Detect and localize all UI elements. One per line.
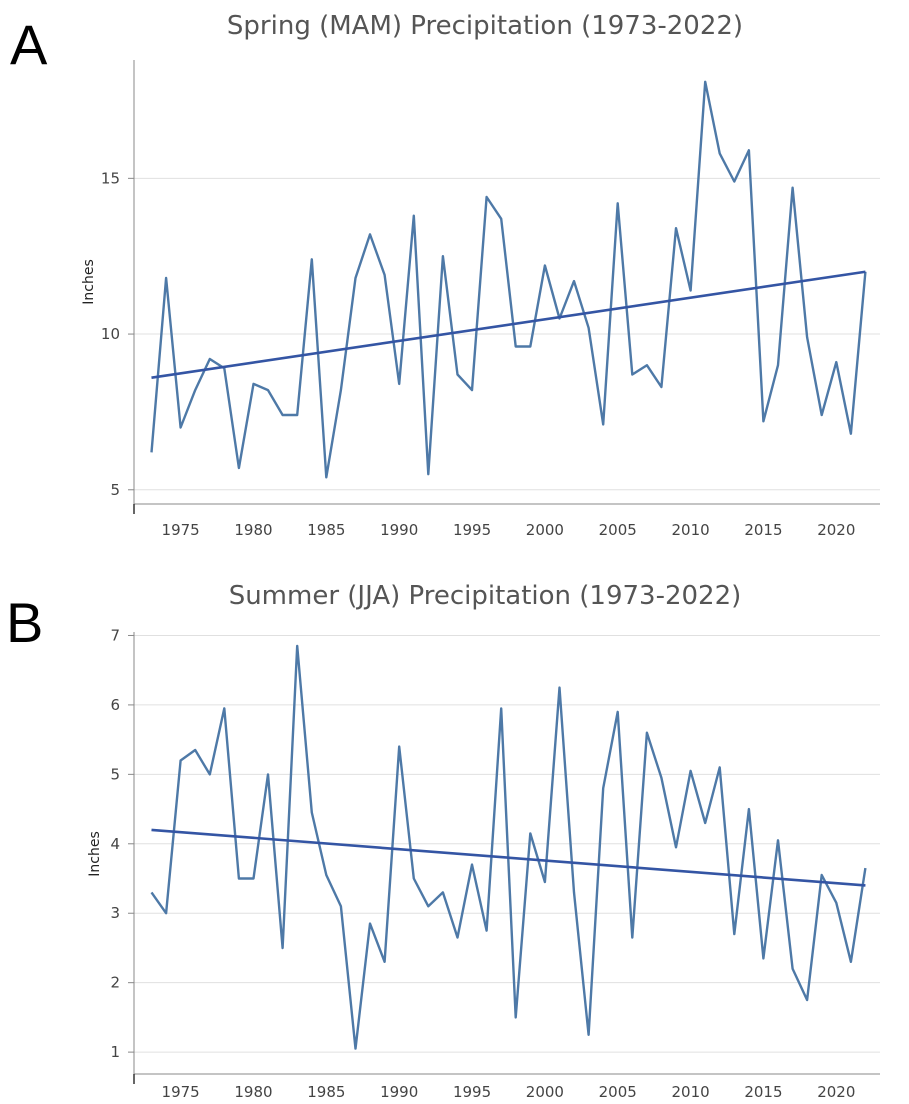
x-tick-label: 2020 — [817, 1083, 855, 1101]
x-tick-label: 2010 — [671, 1083, 709, 1101]
trendline — [151, 270, 866, 379]
x-tick-label: 2000 — [526, 521, 564, 539]
y-tick-label: 5 — [110, 765, 120, 783]
y-ticks: 1 2 3 4 5 6 7 — [110, 626, 120, 1061]
x-tick-label: 2020 — [817, 521, 855, 539]
x-tick-label: 1990 — [380, 1083, 418, 1101]
x-tick-label: 2010 — [671, 521, 709, 539]
y-tick-label: 1 — [110, 1043, 120, 1061]
chart-panel-spring: A Spring (MAM) Precipitation (1973-2022)… — [10, 11, 880, 539]
x-tick-label: 1980 — [234, 521, 272, 539]
x-tick-label: 1985 — [307, 1083, 345, 1101]
y-tick-label: 2 — [110, 974, 120, 992]
x-ticks: 1975 1980 1985 1990 1995 2000 2005 2010 2015 2020 — [162, 1083, 856, 1101]
y-tick-label: 5 — [110, 481, 120, 499]
x-tick-label: 2015 — [744, 1083, 782, 1101]
axes — [128, 60, 880, 514]
x-tick-label: 1975 — [162, 521, 200, 539]
y-tick-label: 10 — [101, 325, 120, 343]
trend-line — [151, 270, 866, 379]
series — [150, 644, 867, 1050]
y-axis-label: Inches — [87, 831, 103, 876]
grid — [134, 177, 880, 491]
chart-panel-summer: B Summer (JJA) Precipitation (1973-2022)… — [6, 581, 880, 1101]
y-tick-label: 7 — [110, 626, 120, 644]
x-ticks: 1975 1980 1985 1990 1995 2000 2005 2010 2015 2020 — [162, 521, 856, 539]
x-tick-label: 1975 — [162, 1083, 200, 1101]
axes — [128, 632, 880, 1084]
x-tick-label: 1980 — [234, 1083, 272, 1101]
series-line — [150, 80, 867, 479]
chart-title: Summer (JJA) Precipitation (1973-2022) — [229, 581, 742, 611]
x-tick-label: 1995 — [453, 521, 491, 539]
trendline — [151, 828, 866, 887]
y-tick-label: 6 — [110, 696, 120, 714]
panel-label: A — [10, 13, 48, 76]
series-line — [150, 644, 867, 1050]
chart-title: Spring (MAM) Precipitation (1973-2022) — [227, 11, 743, 41]
x-tick-label: 2005 — [599, 1083, 637, 1101]
y-tick-label: 15 — [101, 169, 120, 187]
trend-line — [151, 828, 866, 887]
x-tick-label: 1985 — [307, 521, 345, 539]
series — [150, 80, 867, 479]
y-axis-label: Inches — [81, 259, 97, 304]
x-tick-label: 1995 — [453, 1083, 491, 1101]
y-tick-label: 3 — [110, 904, 120, 922]
y-tick-label: 4 — [110, 835, 120, 853]
x-tick-label: 1990 — [380, 521, 418, 539]
x-tick-label: 2005 — [599, 521, 637, 539]
x-tick-label: 2000 — [526, 1083, 564, 1101]
panel-label: B — [6, 591, 43, 654]
x-tick-label: 2015 — [744, 521, 782, 539]
y-ticks: 5 10 15 — [101, 169, 120, 498]
